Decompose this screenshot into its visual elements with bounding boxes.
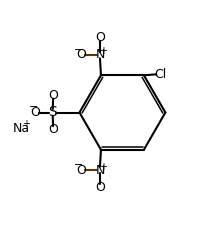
Text: Na: Na (12, 122, 30, 135)
Text: O: O (76, 164, 86, 177)
Text: O: O (95, 181, 105, 194)
Text: O: O (95, 31, 105, 44)
Text: O: O (48, 123, 58, 136)
Text: +: + (99, 46, 108, 56)
Text: −: − (74, 160, 83, 170)
Text: N: N (95, 164, 105, 177)
Text: +: + (99, 162, 108, 172)
Text: O: O (48, 89, 58, 102)
Text: +: + (22, 119, 30, 129)
Text: −: − (74, 45, 83, 55)
Text: −: − (29, 102, 38, 112)
Text: O: O (76, 48, 86, 61)
Text: S: S (48, 106, 56, 119)
Text: Cl: Cl (154, 68, 167, 81)
Text: N: N (95, 48, 105, 61)
Text: O: O (31, 106, 40, 119)
